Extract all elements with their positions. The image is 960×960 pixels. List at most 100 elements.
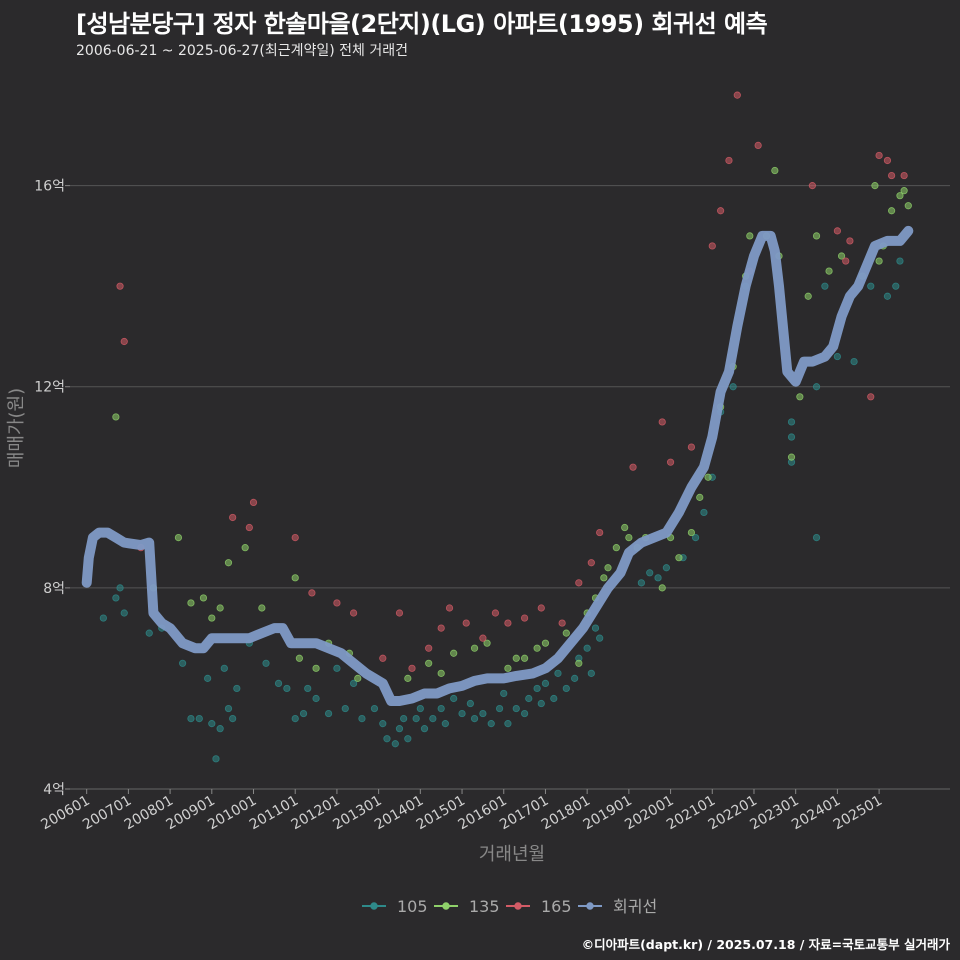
data-point-105 bbox=[550, 694, 558, 703]
data-point-105 bbox=[400, 715, 408, 723]
data-point-105 bbox=[812, 383, 821, 391]
data-point-105 bbox=[116, 584, 124, 592]
data-point-165 bbox=[425, 644, 433, 652]
data-point-135 bbox=[900, 187, 908, 195]
data-point-135 bbox=[208, 614, 216, 622]
data-point-105 bbox=[112, 594, 120, 602]
data-point-165 bbox=[725, 156, 733, 165]
data-point-105 bbox=[283, 684, 291, 693]
data-point-105 bbox=[450, 694, 458, 703]
data-point-165 bbox=[658, 418, 666, 426]
data-point-135 bbox=[354, 674, 362, 682]
data-point-135 bbox=[504, 664, 512, 672]
data-point-135 bbox=[746, 232, 754, 240]
y-tick-label: 8억 bbox=[43, 581, 65, 597]
data-point-135 bbox=[224, 559, 233, 567]
legend-label: 165 bbox=[541, 897, 572, 916]
data-point-135 bbox=[904, 202, 912, 210]
legend-item-165: 165 bbox=[506, 897, 572, 916]
data-point-135 bbox=[404, 674, 412, 682]
data-point-105 bbox=[821, 282, 829, 290]
data-point-135 bbox=[533, 644, 541, 652]
data-point-165 bbox=[408, 664, 416, 672]
data-point-105 bbox=[537, 699, 545, 708]
data-point-105 bbox=[416, 704, 424, 713]
data-point-105 bbox=[554, 669, 562, 677]
data-point-135 bbox=[658, 584, 666, 592]
legend-label: 회귀선 bbox=[613, 897, 657, 916]
data-point-105 bbox=[420, 725, 429, 733]
data-point-105 bbox=[99, 614, 107, 622]
data-point-105 bbox=[500, 689, 508, 698]
data-point-105 bbox=[587, 669, 595, 677]
data-point-165 bbox=[666, 458, 675, 466]
legend-item-회귀선: 회귀선 bbox=[578, 897, 657, 916]
data-point-105 bbox=[867, 282, 875, 290]
data-point-105 bbox=[145, 629, 153, 637]
data-point-165 bbox=[504, 619, 512, 627]
data-point-165 bbox=[520, 614, 529, 622]
data-point-105 bbox=[441, 720, 449, 728]
y-axis-label: 매매가(원) bbox=[6, 388, 27, 468]
data-point-105 bbox=[383, 735, 391, 743]
data-point-135 bbox=[541, 639, 550, 647]
data-point-105 bbox=[662, 564, 670, 572]
data-point-165 bbox=[445, 604, 454, 612]
data-point-105 bbox=[470, 715, 479, 723]
data-point-165 bbox=[479, 634, 487, 642]
data-point-135 bbox=[796, 393, 804, 401]
data-point-165 bbox=[537, 604, 545, 612]
data-point-165 bbox=[379, 654, 387, 662]
data-point-135 bbox=[675, 554, 683, 562]
y-tick-label: 4억 bbox=[43, 782, 65, 798]
data-point-105 bbox=[812, 533, 821, 542]
x-axis-label: 거래년월 bbox=[479, 844, 545, 865]
y-tick-label: 12억 bbox=[34, 380, 65, 396]
data-point-105 bbox=[833, 352, 841, 361]
data-point-105 bbox=[224, 704, 233, 713]
data-point-105 bbox=[583, 644, 591, 652]
data-point-105 bbox=[466, 699, 474, 708]
data-point-105 bbox=[370, 704, 379, 713]
data-point-105 bbox=[892, 282, 900, 290]
data-point-135 bbox=[704, 473, 712, 481]
data-point-105 bbox=[504, 720, 512, 728]
data-point-135 bbox=[470, 644, 479, 652]
data-point-165 bbox=[733, 91, 741, 99]
data-point-135 bbox=[520, 654, 529, 662]
data-point-135 bbox=[174, 533, 183, 542]
data-point-105 bbox=[379, 720, 387, 728]
data-point-135 bbox=[825, 267, 833, 275]
data-point-135 bbox=[604, 564, 612, 572]
data-point-135 bbox=[258, 604, 266, 612]
data-point-105 bbox=[533, 684, 541, 693]
data-point-105 bbox=[541, 679, 550, 688]
legend-label: 135 bbox=[469, 897, 500, 916]
data-point-105 bbox=[487, 720, 495, 728]
legend-label: 105 bbox=[397, 897, 428, 916]
grid-lines bbox=[70, 185, 950, 790]
data-point-105 bbox=[304, 684, 312, 693]
data-point-105 bbox=[495, 704, 504, 713]
data-point-105 bbox=[637, 579, 645, 587]
data-point-105 bbox=[562, 684, 570, 693]
data-point-105 bbox=[120, 609, 128, 617]
data-point-105 bbox=[391, 740, 399, 748]
data-point-135 bbox=[241, 544, 249, 552]
data-point-165 bbox=[350, 609, 358, 617]
data-point-105 bbox=[458, 709, 466, 718]
data-point-105 bbox=[700, 508, 708, 517]
data-point-135 bbox=[425, 659, 433, 667]
data-point-135 bbox=[562, 629, 570, 637]
data-point-165 bbox=[291, 533, 299, 542]
data-point-165 bbox=[900, 171, 908, 180]
legend: 105 135 165 회귀선 bbox=[362, 897, 657, 916]
data-point-165 bbox=[708, 242, 716, 250]
data-point-135 bbox=[450, 649, 458, 657]
data-point-165 bbox=[867, 393, 875, 401]
data-point-105 bbox=[216, 725, 224, 733]
data-point-165 bbox=[596, 528, 604, 537]
data-point-105 bbox=[358, 715, 366, 723]
data-point-165 bbox=[558, 619, 566, 627]
